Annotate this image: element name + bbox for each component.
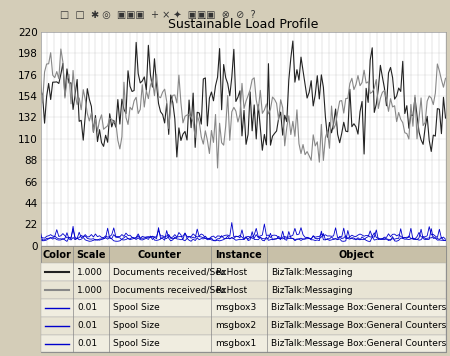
Text: 0.01: 0.01 [77,339,97,348]
Text: msgbox2: msgbox2 [215,321,256,330]
Bar [40,335,446,352]
Text: Spool Size: Spool Size [113,339,160,348]
Bar [40,246,446,263]
Bar [40,263,446,281]
Bar [40,299,446,317]
Text: BizTalk:Message Box:General Counters: BizTalk:Message Box:General Counters [271,303,446,313]
Text: BizTalk:Messaging: BizTalk:Messaging [271,286,353,295]
Text: msgbox1: msgbox1 [215,339,256,348]
Text: 1.000: 1.000 [77,268,103,277]
Text: BizTalk:Messaging: BizTalk:Messaging [271,268,353,277]
Title: Sustainable Load Profile: Sustainable Load Profile [168,18,318,31]
Text: BizTalk:Message Box:General Counters: BizTalk:Message Box:General Counters [271,321,446,330]
Text: Documents received/Sec: Documents received/Sec [113,286,226,295]
Bar [40,281,446,299]
Text: 0.01: 0.01 [77,321,97,330]
Text: Instance: Instance [216,250,262,260]
Text: Scale: Scale [76,250,106,260]
Text: Object: Object [338,250,374,260]
Text: Documents received/Sec: Documents received/Sec [113,268,226,277]
Text: Counter: Counter [138,250,182,260]
Text: msgbox3: msgbox3 [215,303,256,313]
Text: Spool Size: Spool Size [113,321,160,330]
Text: 0.01: 0.01 [77,303,97,313]
Text: RxHost: RxHost [215,268,247,277]
Text: RxHost: RxHost [215,286,247,295]
Bar [40,317,446,335]
Text: Color: Color [42,250,71,260]
Text: □  □  ✱ ◎  ▣▣▣  + × ✦  ▣▣▣  ⊗  ⊘  ?: □ □ ✱ ◎ ▣▣▣ + × ✦ ▣▣▣ ⊗ ⊘ ? [60,10,255,20]
Text: 1.000: 1.000 [77,286,103,295]
Text: Spool Size: Spool Size [113,303,160,313]
Text: BizTalk:Message Box:General Counters: BizTalk:Message Box:General Counters [271,339,446,348]
